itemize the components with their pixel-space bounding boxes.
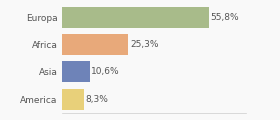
Bar (62, 89, 83, 110)
Bar (62, 61, 90, 82)
Text: 8,3%: 8,3% (85, 95, 108, 104)
Text: 55,8%: 55,8% (211, 13, 239, 22)
Text: 25,3%: 25,3% (130, 40, 158, 49)
Text: 10,6%: 10,6% (91, 67, 120, 76)
Bar (62, 34, 129, 55)
Bar (62, 7, 209, 28)
